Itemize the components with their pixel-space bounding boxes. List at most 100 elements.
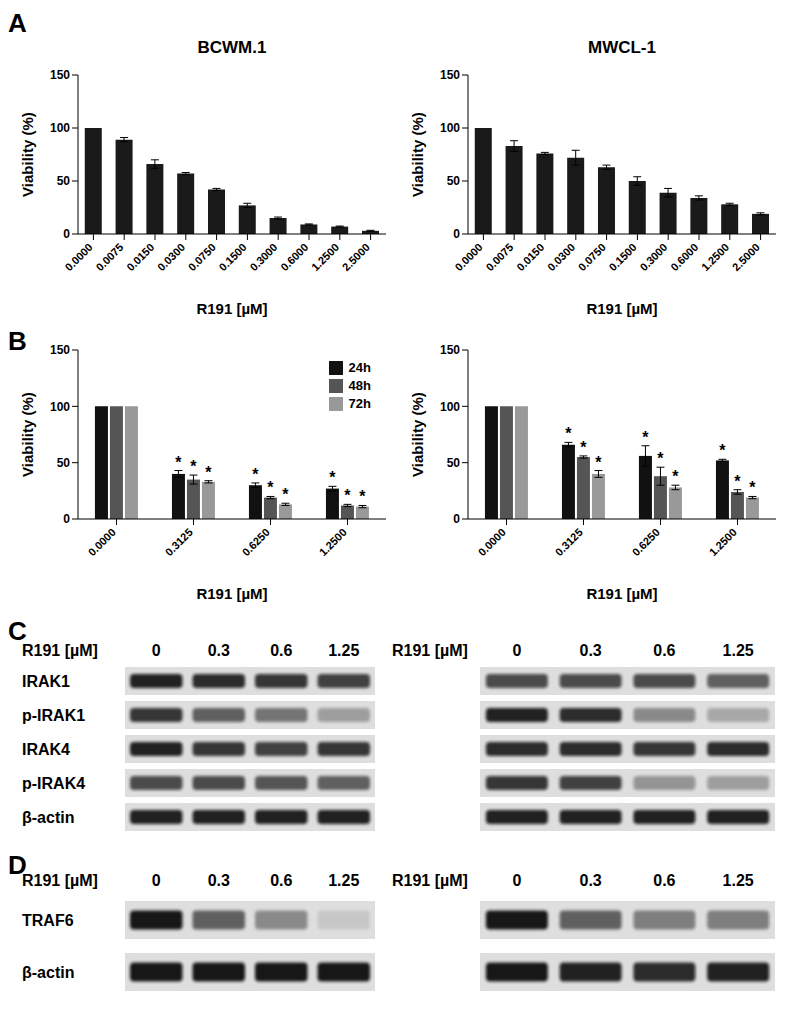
svg-text:Viability (%): Viability (%) [409,112,426,197]
svg-text:0.3000: 0.3000 [247,241,279,273]
svg-text:0.6: 0.6 [270,642,292,659]
svg-text:100: 100 [50,121,70,135]
svg-text:0.3: 0.3 [580,872,602,889]
svg-text:0.0150: 0.0150 [124,241,156,273]
svg-text:β-actin: β-actin [22,964,74,981]
svg-text:*: * [580,439,587,456]
svg-text:0.6000: 0.6000 [668,241,700,273]
svg-text:0.0000: 0.0000 [63,241,95,273]
svg-text:150: 150 [440,343,460,357]
svg-text:0.6000: 0.6000 [278,241,310,273]
svg-text:p-IRAK1: p-IRAK1 [22,707,85,724]
svg-text:2.5000: 2.5000 [340,241,372,273]
svg-text:*: * [175,454,182,471]
svg-text:150: 150 [440,68,460,82]
svg-text:100: 100 [440,400,460,414]
svg-text:2.5000: 2.5000 [730,241,762,273]
svg-text:*: * [359,488,366,505]
svg-text:0.0300: 0.0300 [155,241,187,273]
svg-text:0.0000: 0.0000 [86,526,118,558]
svg-text:50: 50 [447,456,461,470]
svg-text:TRAF6: TRAF6 [22,912,74,929]
svg-text:*: * [267,479,274,496]
svg-text:0.6250: 0.6250 [240,526,272,558]
svg-text:*: * [565,425,572,442]
svg-text:R191 [µM]: R191 [µM] [392,642,468,659]
svg-text:0.0300: 0.0300 [545,241,577,273]
svg-text:*: * [749,479,756,496]
html-text:BCWM.1: BCWM.1 [197,38,267,57]
svg-text:0.1500: 0.1500 [217,241,249,273]
svg-text:0.3000: 0.3000 [637,241,669,273]
svg-text:50: 50 [447,174,461,188]
html-text:A: A [8,8,27,38]
svg-text:0: 0 [453,227,460,241]
svg-text:1.2500: 1.2500 [699,241,731,273]
svg-text:0.0750: 0.0750 [186,241,218,273]
svg-text:1.2500: 1.2500 [707,526,739,558]
svg-text:0.6: 0.6 [653,872,675,889]
svg-text:*: * [642,429,649,446]
svg-text:1.2500: 1.2500 [317,526,349,558]
svg-text:*: * [657,450,664,467]
svg-text:150: 150 [50,68,70,82]
svg-text:0.0000: 0.0000 [453,241,485,273]
svg-text:1.25: 1.25 [723,872,754,889]
svg-text:Viability (%): Viability (%) [19,112,36,197]
svg-text:*: * [719,442,726,459]
svg-text:*: * [190,458,197,475]
svg-text:50: 50 [57,174,71,188]
svg-text:0.3125: 0.3125 [163,526,195,558]
svg-text:R191 [µM]: R191 [µM] [586,300,657,317]
svg-text:*: * [672,468,679,485]
svg-text:1.2500: 1.2500 [309,241,341,273]
svg-text:0: 0 [152,872,161,889]
svg-text:*: * [329,469,336,486]
svg-text:0: 0 [453,512,460,526]
svg-text:R191 [µM]: R191 [µM] [196,300,267,317]
svg-text:*: * [282,486,289,503]
svg-text:0: 0 [512,872,521,889]
svg-text:0: 0 [152,642,161,659]
svg-text:0: 0 [63,227,70,241]
svg-text:0.3: 0.3 [208,872,230,889]
svg-text:150: 150 [50,343,70,357]
svg-text:100: 100 [50,400,70,414]
svg-text:1.25: 1.25 [328,642,359,659]
svg-text:*: * [344,487,351,504]
svg-text:0.6250: 0.6250 [630,526,662,558]
html-text:MWCL-1: MWCL-1 [588,38,656,57]
svg-text:0.0000: 0.0000 [476,526,508,558]
svg-text:R191 [µM]: R191 [µM] [586,585,657,602]
svg-text:R191 [µM]: R191 [µM] [392,872,468,889]
svg-text:R191 [µM]: R191 [µM] [22,642,98,659]
svg-text:0.3: 0.3 [580,642,602,659]
svg-text:p-IRAK4: p-IRAK4 [22,775,85,792]
svg-text:50: 50 [57,456,71,470]
svg-text:0.0150: 0.0150 [514,241,546,273]
svg-text:Viability (%): Viability (%) [19,392,36,477]
svg-text:0.3125: 0.3125 [553,526,585,558]
svg-text:R191 [µM]: R191 [µM] [22,872,98,889]
svg-text:*: * [252,466,259,483]
svg-text:0.6: 0.6 [270,872,292,889]
svg-text:0: 0 [512,642,521,659]
svg-text:*: * [205,464,212,481]
svg-text:100: 100 [440,121,460,135]
svg-text:IRAK4: IRAK4 [22,741,70,758]
svg-text:0.6: 0.6 [653,642,675,659]
svg-text:0.0075: 0.0075 [93,241,125,273]
svg-text:0.0750: 0.0750 [576,241,608,273]
svg-text:IRAK1: IRAK1 [22,673,70,690]
svg-text:0.0075: 0.0075 [483,241,515,273]
svg-text:*: * [734,473,741,490]
svg-text:*: * [595,454,602,471]
svg-text:0.1500: 0.1500 [607,241,639,273]
svg-text:Viability (%): Viability (%) [409,392,426,477]
svg-text:0: 0 [63,512,70,526]
svg-text:R191 [µM]: R191 [µM] [196,585,267,602]
svg-text:0.3: 0.3 [208,642,230,659]
svg-text:1.25: 1.25 [723,642,754,659]
svg-text:β-actin: β-actin [22,809,74,826]
svg-text:1.25: 1.25 [328,872,359,889]
